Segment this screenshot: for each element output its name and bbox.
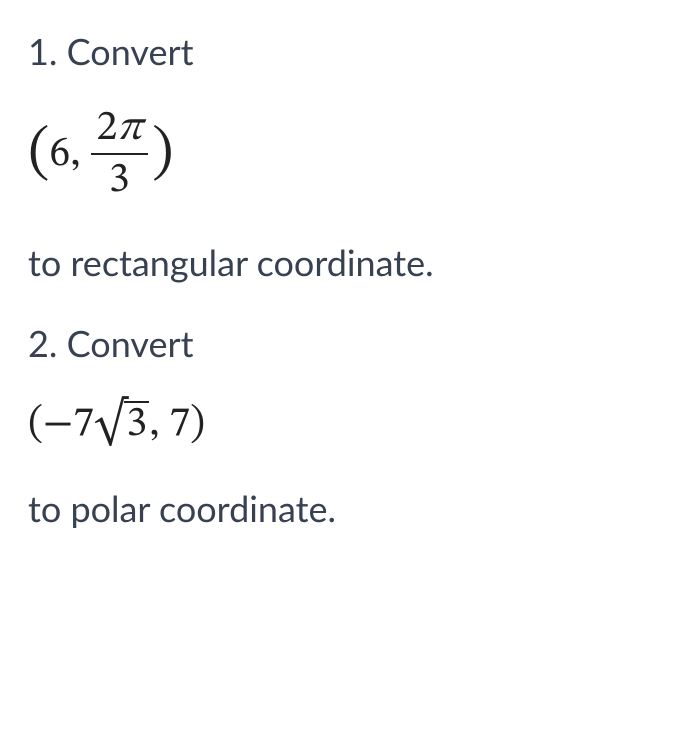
q1-instruction: to rectangular coordinate. [28,239,666,286]
q2-sqrt-arg: 3 [124,401,149,445]
q1-instruction-text: to rectangular coordinate. [28,240,434,284]
q2-coordinate: (−7√3, 7) [28,397,666,452]
q2-xcoef: 7 [73,403,94,445]
q2-open: ( [28,403,43,445]
q1-label: 1. Convert [28,28,666,75]
q2-close: ) [190,403,205,445]
q2-instruction: to polar coordinate. [28,485,666,532]
open-paren: ( [28,115,49,193]
q2-comma: , [149,403,159,445]
q1-frac-pi: π [117,107,142,149]
q2-minus: − [43,403,73,445]
q2-label: 2. Convert [28,320,666,367]
q2-label-text: 2. Convert [28,321,194,365]
q2-instruction-text: to polar coordinate. [28,486,336,530]
q1-coordinate: ( 6, 2π 3 ) [28,105,666,203]
q1-r-value: 6, [49,127,80,182]
q1-frac-den: 3 [91,155,149,203]
q1-frac-num-2: 2 [97,107,118,149]
q2-space [160,403,170,445]
q2-sqrt: √3 [94,397,149,452]
q2-yvalue: 7 [169,403,190,445]
q1-frac-num: 2π [91,105,149,155]
sqrt-icon: √ [94,403,127,445]
q1-label-text: 1. Convert [28,29,194,73]
close-paren: ) [152,115,173,193]
q1-fraction: 2π 3 [91,105,149,203]
